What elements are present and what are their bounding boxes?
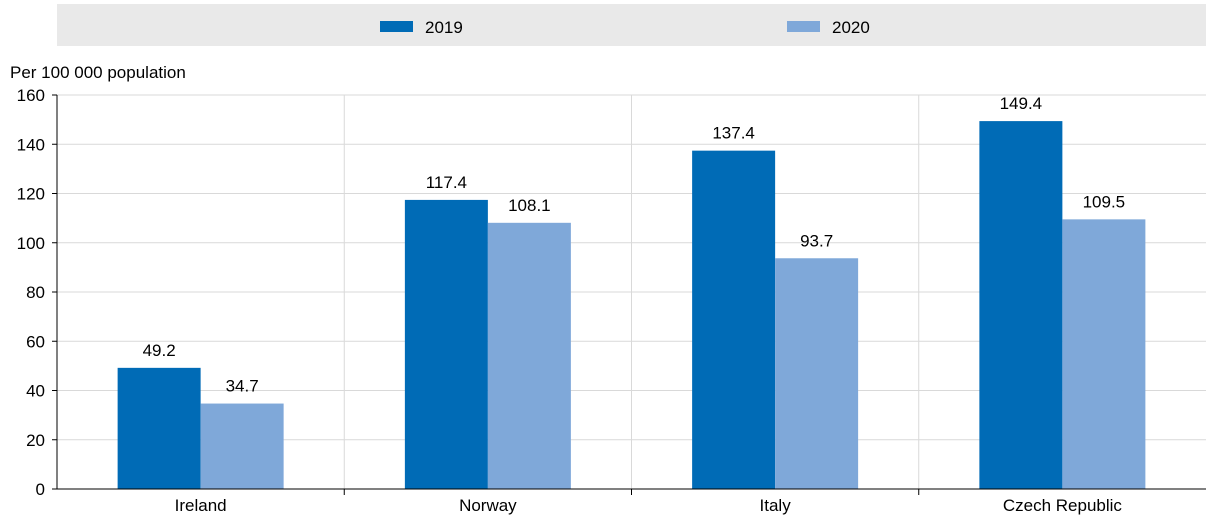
y-tick-label: 160: [17, 86, 45, 105]
data-label: 49.2: [143, 341, 176, 360]
bar-2019-ireland: [117, 367, 201, 489]
data-label: 109.5: [1083, 192, 1126, 211]
x-tick-label: Ireland: [175, 496, 227, 515]
legend-label-2020: 2020: [832, 18, 870, 37]
bars-layer: [117, 121, 1146, 489]
bar-2020-czech-republic: [1062, 219, 1146, 489]
data-label: 93.7: [800, 231, 833, 250]
bar-2020-norway: [487, 222, 571, 489]
bar-2019-czech-republic: [979, 121, 1063, 489]
data-label: 149.4: [1000, 94, 1043, 113]
x-tick-label: Norway: [459, 496, 517, 515]
x-tick-label: Italy: [760, 496, 792, 515]
y-tick-label: 0: [36, 480, 45, 499]
axes-layer: 0 20 40 60 80 100 120 140 160 Ireland Norway Italy C…: [17, 86, 1206, 515]
y-tick-label: 100: [17, 234, 45, 253]
y-tick-label: 20: [26, 431, 45, 450]
data-label: 34.7: [226, 377, 259, 396]
grid-layer: [57, 94, 1206, 489]
y-tick-label: 120: [17, 185, 45, 204]
y-tick-label: 60: [26, 332, 45, 351]
y-tick-label: 80: [26, 283, 45, 302]
data-labels-layer: 49.2 34.7 117.4 108.1 137.4 93.7 149.4 109.5: [143, 94, 1126, 395]
y-tick-label: 140: [17, 135, 45, 154]
data-label: 117.4: [426, 173, 467, 192]
x-tick-label: Czech Republic: [1003, 496, 1123, 515]
bar-2019-italy: [692, 150, 776, 489]
data-label: 137.4: [712, 124, 755, 143]
y-tick-label: 40: [26, 382, 45, 401]
y-axis-title: Per 100 000 population: [10, 63, 186, 82]
legend: 2019 2020: [57, 4, 1206, 46]
legend-swatch-2020: [787, 21, 820, 32]
legend-label-2019: 2019: [425, 18, 463, 37]
bar-2020-italy: [775, 258, 859, 489]
legend-background: [57, 4, 1206, 46]
bar-2019-norway: [404, 199, 488, 489]
data-label: 108.1: [508, 196, 551, 215]
bar-2020-ireland: [200, 403, 284, 489]
legend-swatch-2019: [380, 21, 413, 32]
